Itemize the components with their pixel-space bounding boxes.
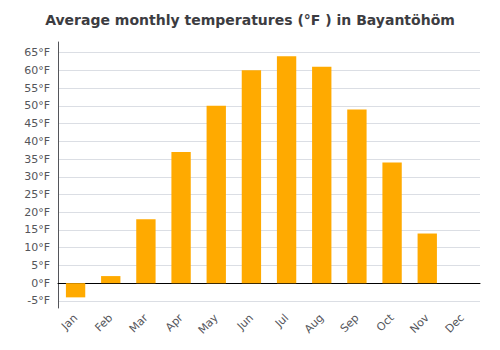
svg-text:60°F: 60°F [24, 64, 50, 77]
svg-text:Oct: Oct [374, 311, 397, 334]
svg-text:Apr: Apr [163, 311, 186, 334]
svg-text:50°F: 50°F [24, 99, 50, 112]
svg-text:Jun: Jun [234, 311, 256, 333]
svg-text:10°F: 10°F [24, 241, 50, 254]
svg-text:40°F: 40°F [24, 135, 50, 148]
svg-text:Mar: Mar [127, 311, 151, 335]
svg-text:May: May [196, 311, 222, 337]
svg-text:Jul: Jul [272, 311, 291, 330]
svg-text:Nov: Nov [407, 311, 432, 336]
svg-text:0°F: 0°F [31, 277, 50, 290]
svg-text:15°F: 15°F [24, 223, 50, 236]
svg-text:25°F: 25°F [24, 188, 50, 201]
svg-text:-5°F: -5°F [27, 294, 50, 307]
svg-text:55°F: 55°F [24, 82, 50, 95]
svg-text:65°F: 65°F [24, 46, 50, 59]
svg-text:45°F: 45°F [24, 117, 50, 130]
svg-text:Feb: Feb [92, 311, 115, 334]
svg-text:Aug: Aug [302, 311, 326, 335]
svg-text:Jan: Jan [58, 311, 80, 333]
svg-text:35°F: 35°F [24, 153, 50, 166]
svg-text:Sep: Sep [338, 311, 362, 335]
svg-text:30°F: 30°F [24, 170, 50, 183]
svg-text:Dec: Dec [443, 311, 467, 335]
svg-text:20°F: 20°F [24, 206, 50, 219]
svg-text:Average monthly temperatures (: Average monthly temperatures (°F ) in Ba… [45, 12, 455, 28]
svg-text:5°F: 5°F [31, 259, 50, 272]
